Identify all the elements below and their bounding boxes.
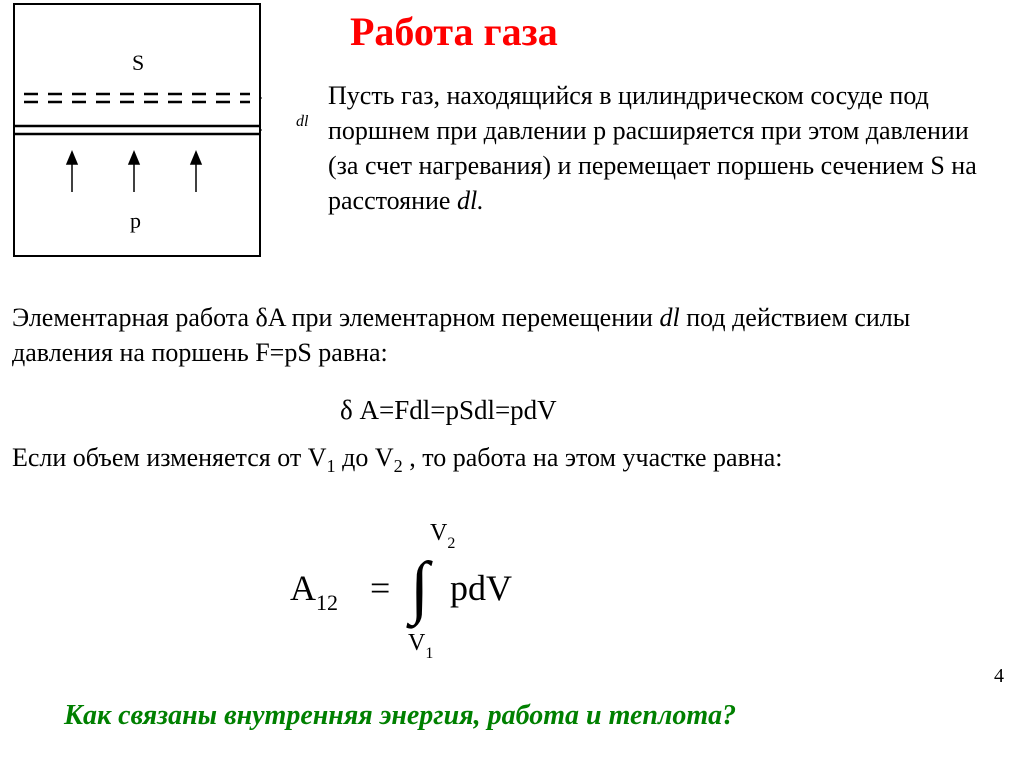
eq2-rhs: pdV (450, 568, 512, 608)
bottom-question: Как связаны внутренняя энергия, работа и… (64, 700, 964, 732)
svg-text:V2: V2 (430, 520, 455, 552)
piston-diagram: S p (12, 2, 262, 258)
eq2-lhs-sub: 12 (316, 590, 338, 615)
para3-sub1: 1 (327, 456, 336, 476)
para2-dl: dl (659, 303, 679, 332)
svg-text:A12: A12 (290, 568, 338, 615)
para3-mid1: до V (336, 443, 394, 472)
equation-2: A12 = ∫ V2 V1 pdV (290, 520, 590, 640)
diagram-label-dl: dl (296, 113, 308, 131)
diagram-label-s: S (132, 50, 144, 75)
page-number: 4 (994, 665, 1004, 688)
eq2-limhigh-sub: 2 (447, 535, 455, 552)
para2-pre: Элементарная работа (12, 303, 256, 332)
para3-sub2: 2 (394, 456, 403, 476)
eq2-limlow: V (408, 630, 426, 656)
para2-mid: при элементарном перемещении (285, 303, 659, 332)
eq2-lhs-A: A (290, 568, 316, 608)
equation-1: δ A=Fdl=pSdl=pdV (340, 395, 557, 426)
para1-dl: dl. (457, 186, 484, 215)
svg-text:V1: V1 (408, 630, 433, 660)
eq2-limlow-sub: 1 (425, 645, 433, 660)
paragraph-2: Элементарная работа δA при элементарном … (12, 300, 1012, 370)
paragraph-1: Пусть газ, находящийся в цилиндрическом … (328, 78, 988, 218)
page-title: Работа газа (350, 8, 558, 55)
eq2-limhigh: V (430, 520, 448, 546)
para2-dA: δA (256, 303, 286, 332)
para3-post: , то работа на этом участке равна: (403, 443, 783, 472)
svg-text:∫: ∫ (406, 549, 433, 629)
svg-text:=: = (370, 568, 390, 608)
paragraph-3: Если объем изменяется от V1 до V2 , то р… (12, 440, 1012, 479)
para1-text: Пусть газ, находящийся в цилиндрическом … (328, 81, 977, 215)
para3-pre: Если объем изменяется от V (12, 443, 327, 472)
diagram-label-p: p (130, 208, 141, 233)
